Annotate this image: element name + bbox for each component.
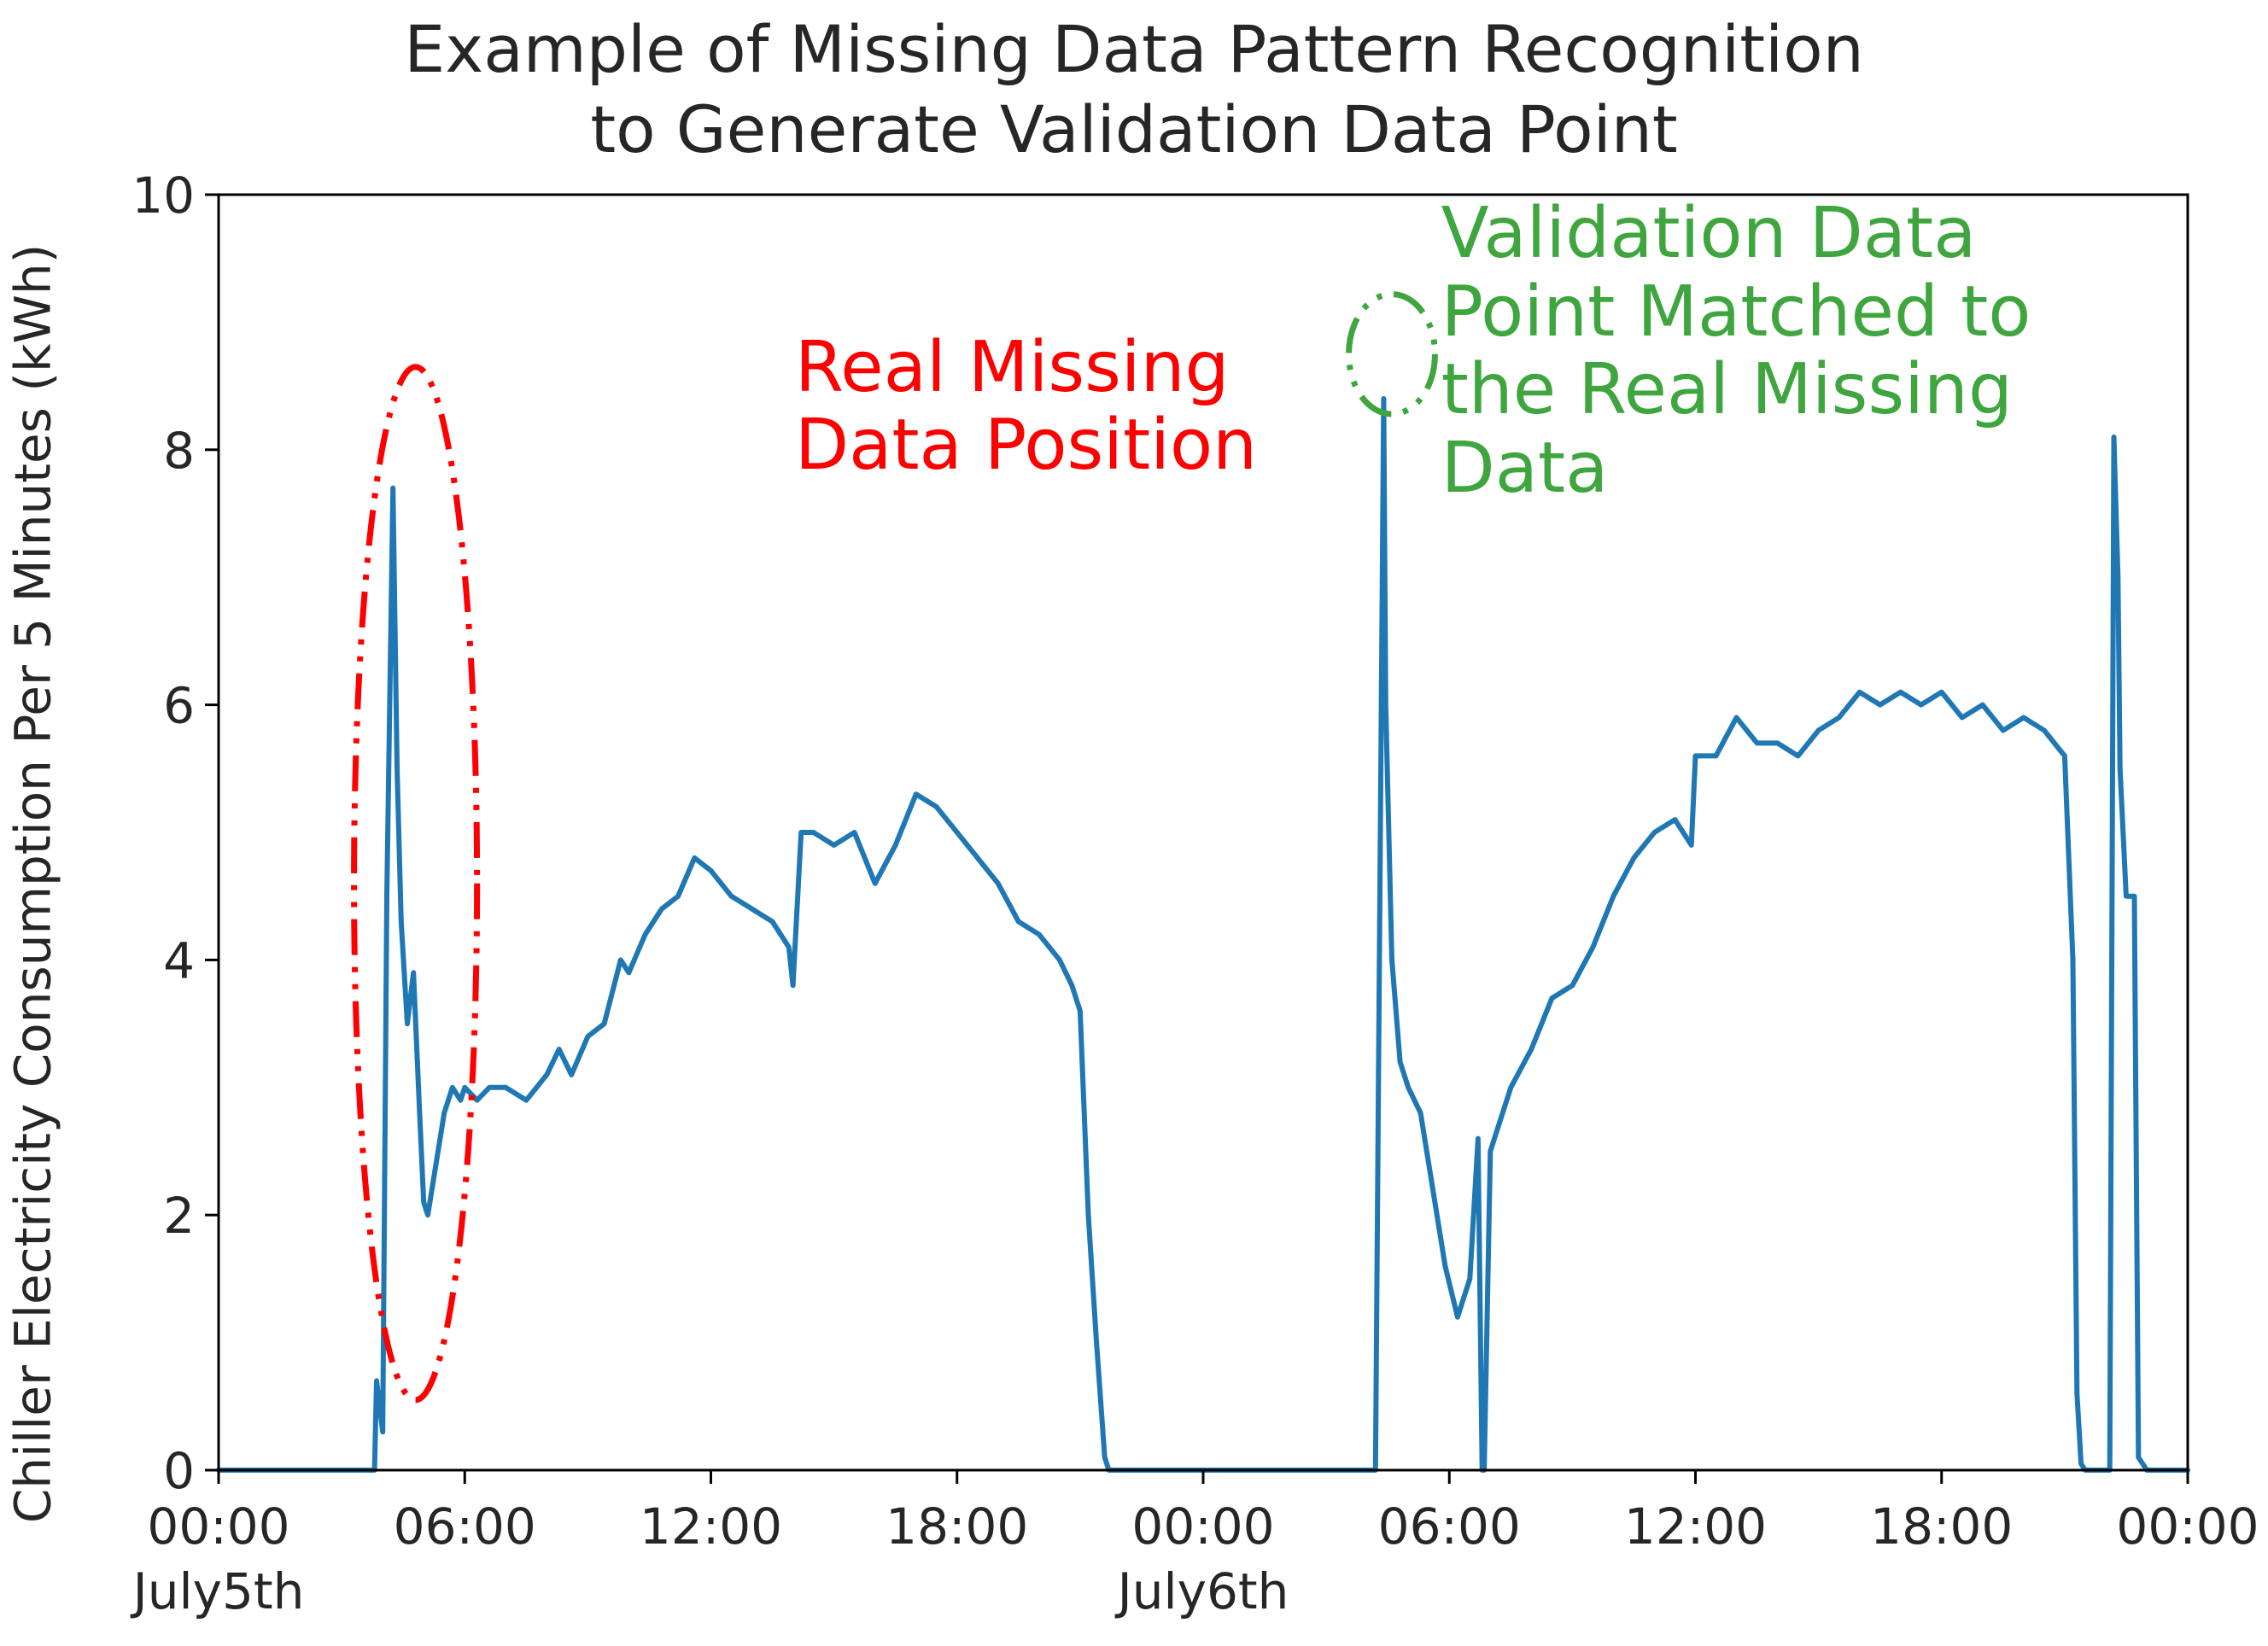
x-tick-sublabel-4: July6th: [1115, 1562, 1289, 1620]
real-missing-annotation-line-2: Data Position: [794, 405, 1258, 487]
validation-annotation: Validation Data Point Matched to the Rea…: [1441, 192, 2031, 510]
y-tick-label-1: 2: [163, 1187, 195, 1245]
x-tick-label-2: 12:00: [640, 1497, 782, 1556]
y-tick-label-3: 6: [163, 677, 195, 735]
y-tick-label-0: 0: [163, 1442, 195, 1500]
y-tick-label-5: 10: [132, 166, 195, 225]
y-tick-label-4: 8: [163, 422, 195, 480]
x-tick-label-4: 00:00: [1131, 1497, 1274, 1556]
missing-data-ellipse: [351, 364, 481, 1404]
plot-frame: [217, 193, 2189, 1472]
x-tick-label-5: 06:00: [1378, 1497, 1521, 1556]
validation-point-circle: [1346, 291, 1438, 417]
validation-annotation-line-4: Data: [1441, 428, 1609, 510]
chart-title-line-1: Example of Missing Data Pattern Recognit…: [404, 11, 1864, 87]
real-missing-annotation: Real Missing Data Position: [794, 326, 1258, 487]
x-tick-label-6: 12:00: [1624, 1497, 1767, 1556]
x-tick-label-3: 18:00: [886, 1497, 1028, 1556]
y-tick-label-2: 4: [163, 931, 195, 989]
x-tick-label-0: 00:00: [147, 1497, 289, 1556]
validation-annotation-line-2: Point Matched to: [1441, 271, 2031, 353]
real-missing-annotation-line-1: Real Missing: [794, 326, 1230, 408]
x-tick-label-8: 00:00: [2116, 1497, 2259, 1556]
x-tick-label-7: 18:00: [1870, 1497, 2013, 1556]
series-line-0: [216, 396, 2190, 1473]
x-tick-label-1: 06:00: [394, 1497, 536, 1556]
validation-annotation-line-1: Validation Data: [1441, 192, 1977, 274]
validation-annotation-line-3: the Real Missing: [1441, 349, 2013, 431]
x-tick-sublabel-0: July5th: [131, 1562, 305, 1620]
chart-title-line-2: to Generate Validation Data Point: [590, 91, 1678, 167]
